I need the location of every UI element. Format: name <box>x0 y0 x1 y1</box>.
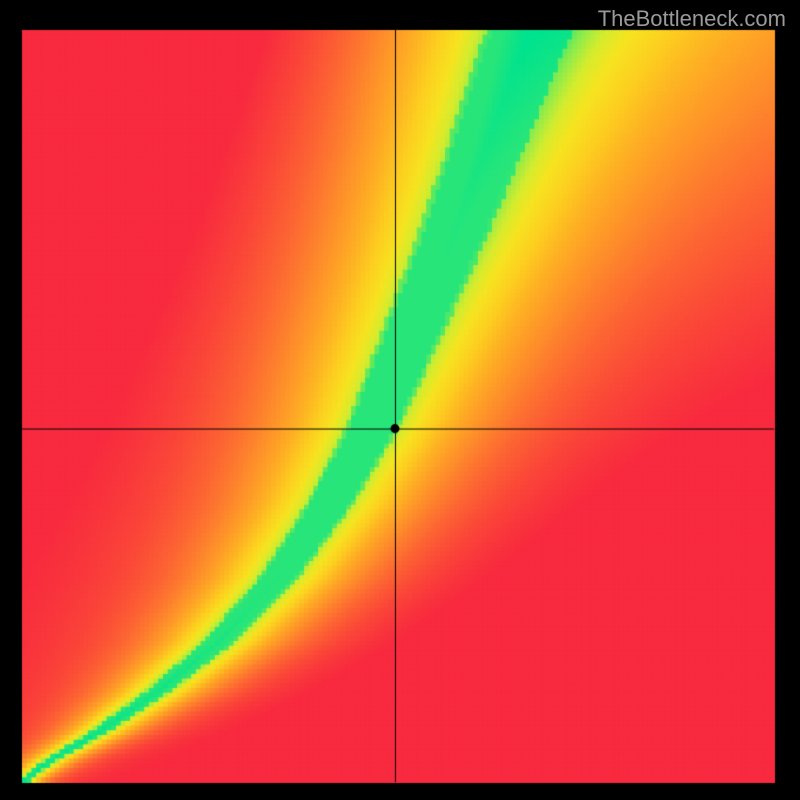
bottleneck-heatmap <box>0 0 800 800</box>
watermark-text: TheBottleneck.com <box>598 6 786 32</box>
chart-container: { "watermark": { "text": "TheBottleneck.… <box>0 0 800 800</box>
